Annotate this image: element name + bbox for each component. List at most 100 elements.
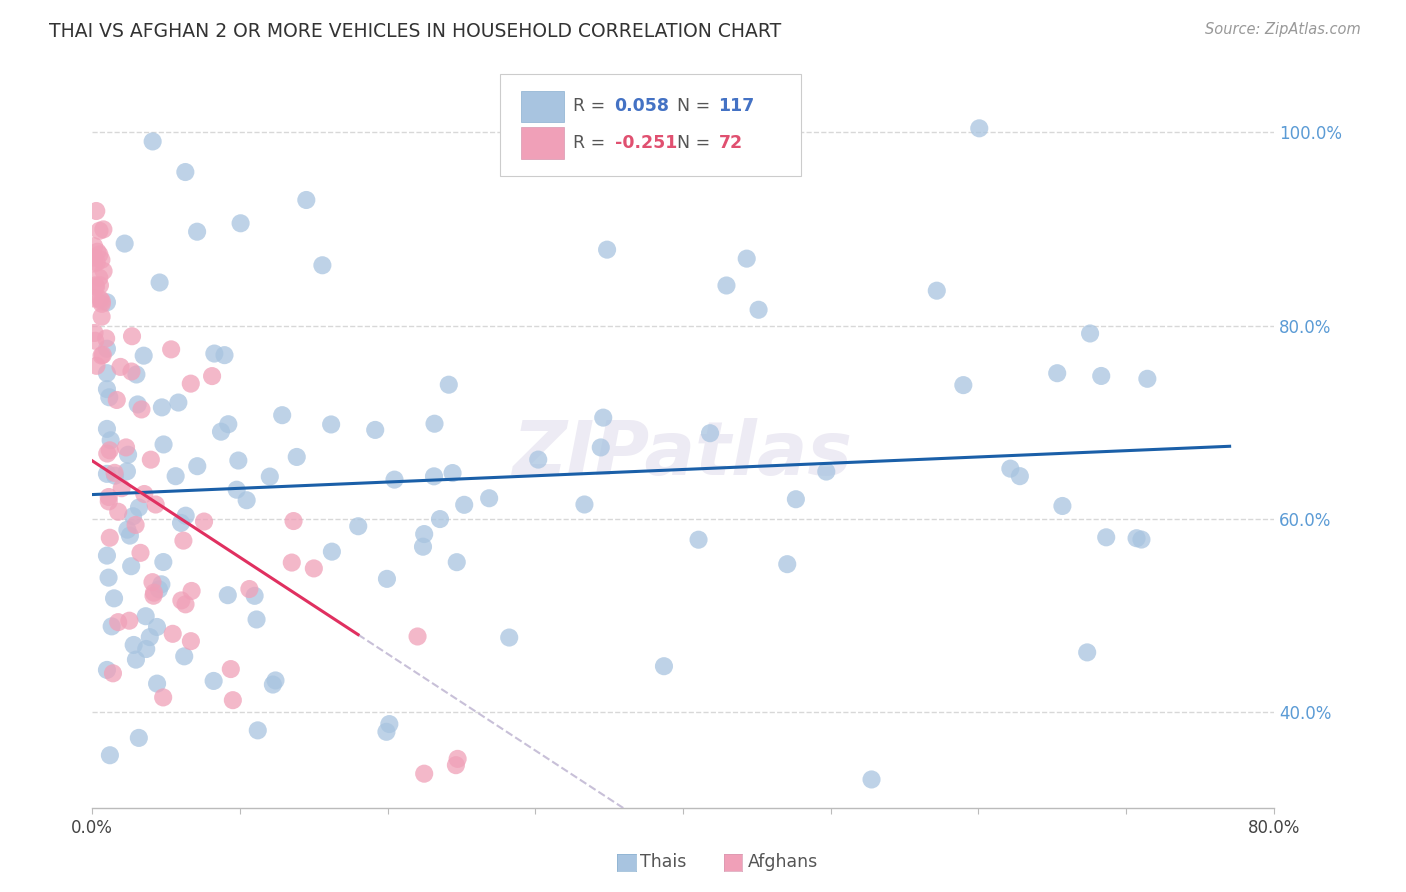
Point (96, 422, 118, 436)
Point (118, 614, 141, 628)
Point (283, 514, 305, 528)
Point (652, 659, 675, 673)
Point (259, 469, 281, 483)
Point (423, 469, 446, 483)
Point (104, 468, 127, 483)
Point (1046, 366, 1069, 380)
Point (84, 280, 107, 294)
Point (98, 748, 121, 763)
Point (128, 731, 150, 745)
Point (142, 135, 165, 149)
Point (89, 224, 111, 238)
Point (107, 505, 129, 519)
Point (125, 368, 148, 382)
Point (122, 509, 145, 524)
Text: Thais: Thais (640, 853, 686, 871)
Point (117, 448, 139, 462)
Point (180, 634, 202, 648)
Point (295, 193, 318, 207)
Point (89, 247, 111, 261)
Point (285, 450, 308, 464)
Point (96, 382, 118, 396)
Point (225, 483, 247, 497)
Point (96, 295, 118, 310)
Text: 0.058: 0.058 (614, 97, 669, 115)
Point (413, 527, 436, 541)
Point (592, 410, 614, 425)
Point (152, 437, 174, 451)
Point (101, 666, 124, 681)
Text: -0.251: -0.251 (614, 135, 676, 153)
Point (90, 310, 112, 324)
Point (281, 556, 304, 570)
Point (83, 256, 105, 270)
Point (83, 326, 105, 340)
Point (89, 270, 111, 285)
Point (107, 615, 129, 629)
Point (378, 717, 401, 731)
Point (132, 349, 155, 363)
Point (98, 443, 121, 458)
Point (121, 365, 143, 379)
Point (114, 236, 136, 251)
Point (173, 649, 195, 664)
Point (139, 630, 162, 644)
Point (1008, 469, 1031, 483)
Text: N =: N = (678, 135, 716, 153)
Point (271, 408, 294, 422)
Point (478, 491, 501, 506)
Point (152, 690, 174, 705)
Point (149, 276, 172, 290)
Point (406, 630, 429, 644)
Point (596, 243, 619, 257)
Point (100, 619, 122, 633)
Point (1052, 499, 1074, 513)
Point (96, 342, 118, 356)
Point (125, 653, 148, 667)
Point (97, 490, 120, 504)
Point (96, 366, 118, 380)
Point (96, 663, 118, 677)
Point (375, 572, 398, 586)
Point (441, 466, 464, 480)
Point (238, 582, 260, 596)
Point (84, 278, 107, 293)
Point (174, 508, 197, 523)
Text: ZIPatlas: ZIPatlas (513, 417, 853, 491)
Point (748, 302, 770, 317)
Point (375, 724, 398, 739)
Point (129, 546, 152, 560)
Point (160, 343, 183, 357)
Point (262, 677, 284, 691)
Point (115, 464, 138, 478)
Point (90, 297, 112, 311)
Point (1125, 531, 1147, 545)
Point (142, 589, 165, 603)
Point (135, 609, 157, 624)
Point (219, 662, 242, 676)
Point (100, 434, 122, 448)
Point (96, 446, 118, 460)
Point (444, 758, 467, 772)
Point (103, 466, 125, 480)
Point (127, 397, 149, 411)
Point (117, 523, 139, 537)
Text: N =: N = (678, 97, 716, 115)
Point (186, 225, 208, 239)
Point (93, 222, 115, 236)
Point (229, 216, 252, 230)
Point (214, 348, 236, 362)
Point (527, 452, 550, 467)
Point (347, 519, 370, 533)
Point (96, 549, 118, 563)
Point (735, 252, 758, 266)
Point (311, 258, 333, 272)
Point (167, 395, 190, 409)
Point (128, 500, 150, 515)
Point (201, 369, 224, 384)
Point (699, 426, 721, 441)
Point (120, 559, 142, 574)
Point (94, 331, 117, 345)
Point (83, 251, 105, 265)
Point (202, 673, 225, 688)
